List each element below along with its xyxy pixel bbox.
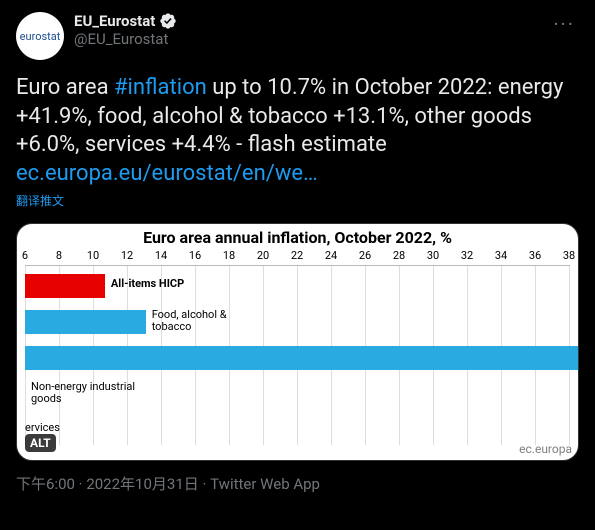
tweet-meta: 下午6:00 · 2022年10月31日 · Twitter Web App [16,473,579,494]
chart-tick: 16 [189,249,201,262]
avatar-text: eurostat [20,31,61,42]
chart-bar [25,274,105,298]
chart-bar-label: ervices [25,422,60,434]
chart: Euro area annual inflation, October 2022… [17,224,578,460]
avatar[interactable]: eurostat [16,12,64,60]
chart-bar-label: Food, alcohol &tobacco [152,309,227,333]
media-card[interactable]: Euro area annual inflation, October 2022… [16,223,579,461]
name-line: EU_Eurostat [74,12,539,30]
chart-bar [25,310,146,334]
chart-tick: 12 [121,249,133,262]
user-block: EU_Eurostat @EU_Eurostat [74,12,539,48]
chart-tick: 10 [87,249,99,262]
tweet-header: eurostat EU_Eurostat @EU_Eurostat ··· [16,12,579,60]
chart-tick: 18 [223,249,235,262]
more-icon[interactable]: ··· [549,12,579,32]
tweet-source[interactable]: Twitter Web App [210,475,320,493]
tweet-text: Euro area #inflation up to 10.7% in Octo… [16,74,579,188]
chart-tick: 8 [56,249,62,262]
chart-tick: 30 [427,249,439,262]
chart-tick: 22 [291,249,303,262]
chart-title: Euro area annual inflation, October 2022… [25,228,570,247]
alt-badge[interactable]: ALT [25,434,56,452]
display-name[interactable]: EU_Eurostat [74,12,155,30]
chart-tick-labels: 68101214161820222426283032343638 [25,249,570,265]
chart-tick: 32 [461,249,473,262]
chart-bar-label: Non-energy industrialgoods [31,381,135,405]
tweet-date[interactable]: 2022年10月31日 [86,475,198,493]
chart-axis-area: 68101214161820222426283032343638 All-ite… [25,249,570,449]
tweet-link[interactable]: ec.europa.eu/eurostat/en/we… [16,161,318,186]
tweet-text-pre: Euro area [16,75,114,100]
chart-tick: 28 [393,249,405,262]
chart-tick: 24 [325,249,337,262]
verified-badge-icon [159,12,177,30]
tweet-container: eurostat EU_Eurostat @EU_Eurostat ··· Eu… [0,0,595,504]
chart-bar [25,346,579,370]
chart-tick: 26 [359,249,371,262]
chart-bars: All-items HICP Food, alcohol &tobacco Non-… [25,265,570,445]
user-handle[interactable]: @EU_Eurostat [74,30,539,48]
chart-watermark: ec.europa [519,442,572,456]
chart-bar-label: All-items HICP [111,278,184,290]
chart-tick: 34 [495,249,507,262]
chart-tick: 20 [257,249,269,262]
translate-link[interactable]: 翻译推文 [16,192,579,209]
chart-tick: 36 [529,249,541,262]
chart-tick: 38 [563,249,575,262]
chart-tick: 6 [22,249,28,262]
chart-tick: 14 [155,249,167,262]
tweet-time[interactable]: 下午6:00 [16,475,75,493]
hashtag-inflation[interactable]: #inflation [114,75,207,100]
